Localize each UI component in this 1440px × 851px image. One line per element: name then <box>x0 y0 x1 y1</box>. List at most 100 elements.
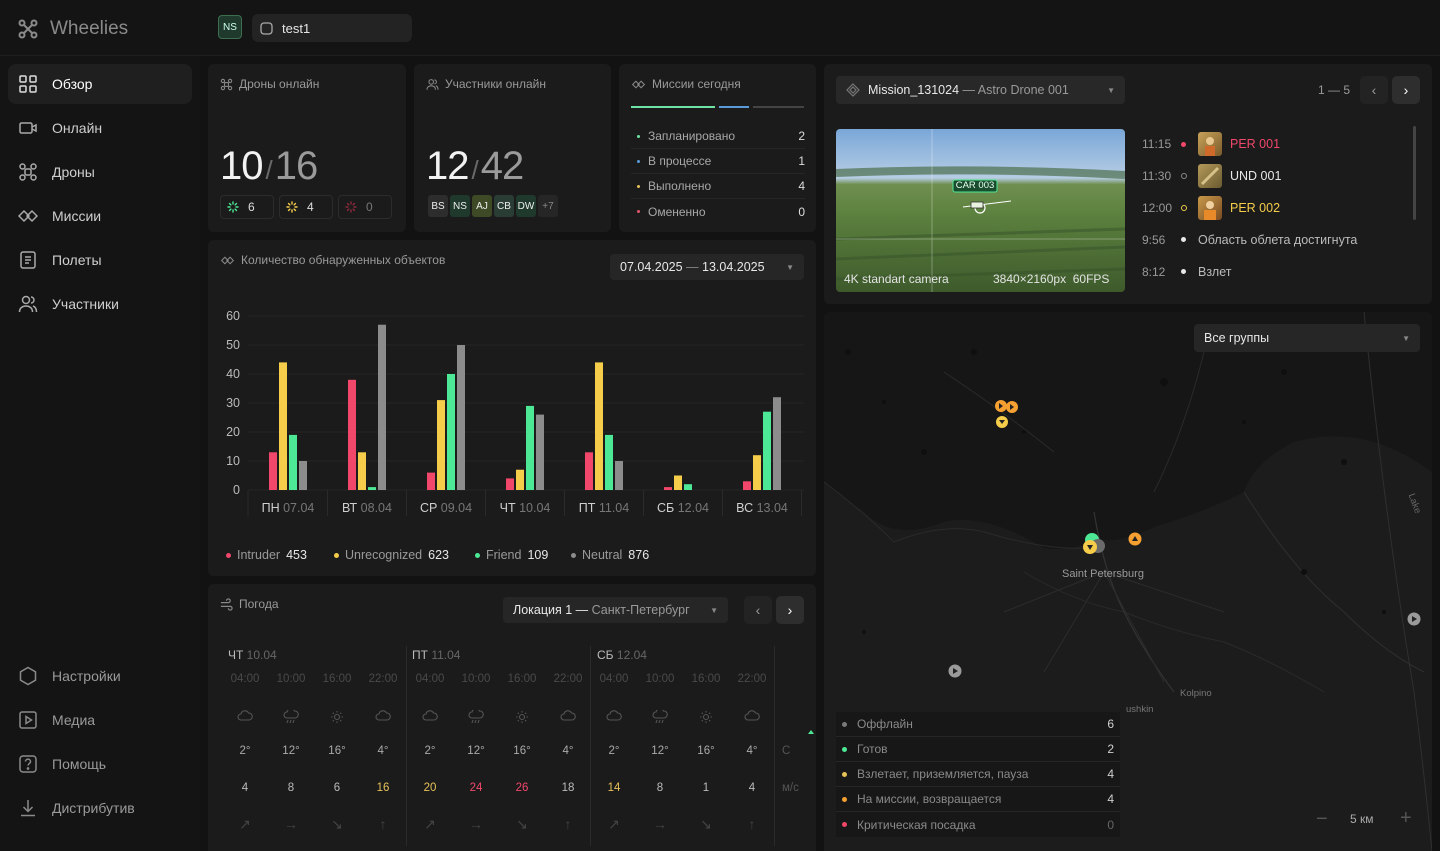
mission-row-running: В процессе 1 <box>631 149 805 174</box>
weather-wind: 8 <box>656 782 664 794</box>
wind-direction-icon: → <box>284 816 298 832</box>
sidebar-item-label: Помощь <box>52 756 107 772</box>
cloud-rain-icon <box>269 710 313 724</box>
weather-temp: 12° <box>651 745 669 757</box>
bar-friend <box>684 484 692 490</box>
avatar-more[interactable]: +7 <box>538 195 558 217</box>
drone-marker-cluster[interactable] <box>1080 532 1114 560</box>
bar-neutral <box>615 461 623 490</box>
event-time: 11:15 <box>1142 137 1172 151</box>
drone-marker[interactable] <box>994 399 1024 429</box>
status-row-on-mission[interactable]: На миссии, возвращается 4 <box>836 787 1120 812</box>
sun-icon <box>500 710 544 724</box>
status-row-offline[interactable]: Оффлайн 6 <box>836 712 1120 737</box>
app-logo[interactable]: Wheelies <box>18 18 128 40</box>
cloud-icon <box>361 710 405 722</box>
drone-marker-offline[interactable] <box>948 664 962 678</box>
weather-next-button[interactable]: › <box>776 596 804 624</box>
drone-marker[interactable] <box>1128 532 1142 546</box>
y-tick-label: 60 <box>226 309 240 323</box>
event-thumbnail[interactable] <box>1198 132 1222 156</box>
sidebar-item-distribution[interactable]: Дистрибутив <box>8 788 192 828</box>
mission-paging: 1 — 5 <box>1318 83 1351 97</box>
sidebar-item-label: Настройки <box>52 668 121 684</box>
weather-prev-button[interactable]: ‹ <box>744 596 772 624</box>
event-thumbnail[interactable] <box>1198 196 1222 220</box>
sidebar-item-settings[interactable]: Настройки <box>8 656 192 696</box>
mission-select[interactable]: Mission_131024 — Astro Drone 001 ▼ <box>836 76 1125 104</box>
detections-card: Количество обнаруженных объектов 07.04.2… <box>208 240 816 576</box>
status-row-ready[interactable]: Готов 2 <box>836 737 1120 762</box>
bar-intruder <box>743 481 751 490</box>
bar-friend <box>605 434 613 490</box>
workspace-badge[interactable]: NS <box>218 15 242 39</box>
event-label[interactable]: PER 001 <box>1230 137 1281 151</box>
sidebar-item-users[interactable]: Участники <box>8 284 192 324</box>
avatar[interactable]: DW <box>516 195 536 217</box>
event-thumbnail[interactable] <box>1198 164 1222 188</box>
bar-intruder <box>585 452 593 490</box>
mission-prev-button[interactable]: ‹ <box>1360 76 1388 104</box>
location-select[interactable]: Локация 1 — Санкт-Петербург ▼ <box>503 597 728 623</box>
workspace-selector[interactable]: test1 <box>252 14 412 42</box>
media-icon <box>18 710 38 730</box>
group-filter-select[interactable]: Все группы ▼ <box>1194 324 1420 352</box>
weather-day-label: ПТ 11.04 <box>412 648 461 662</box>
map-scale: 5 км <box>1350 812 1374 826</box>
wind-direction-icon: → <box>653 816 667 832</box>
legend-intruder[interactable]: Intruder 453 <box>226 548 307 562</box>
weather-time: 10:00 <box>645 673 675 685</box>
wind-direction-icon: ↑ <box>379 816 387 832</box>
zoom-out-button[interactable]: − <box>1316 808 1328 830</box>
weather-temp: 12° <box>282 745 300 757</box>
avatar[interactable]: CB <box>494 195 514 217</box>
event-time: 12:00 <box>1142 201 1173 215</box>
sidebar-item-media[interactable]: Медиа <box>8 700 192 740</box>
chevron-down-icon: ▼ <box>1107 85 1115 95</box>
sidebar-item-overview[interactable]: Обзор <box>8 64 192 104</box>
spinner-green-icon <box>227 201 239 213</box>
legend-unrecognized[interactable]: Unrecognized 623 <box>334 548 449 562</box>
status-row-critical[interactable]: Критическая посадка 0 <box>836 812 1120 837</box>
wind-unit: м/с <box>782 782 799 794</box>
bar-friend <box>447 374 455 490</box>
legend-neutral[interactable]: Neutral 876 <box>571 548 649 562</box>
drone-marker-offline[interactable] <box>1407 612 1421 626</box>
sidebar-item-label: Миссии <box>52 208 102 224</box>
event-time: 9:56 <box>1142 233 1166 247</box>
chevron-down-icon: ▼ <box>786 262 794 272</box>
sidebar-item-help[interactable]: Помощь <box>8 744 192 784</box>
card-title: Миссии сегодня <box>631 77 741 91</box>
video-overlay <box>836 129 1125 292</box>
weather-card: Погода Локация 1 — Санкт-Петербург ▼ ‹ › <box>208 584 816 851</box>
avatar[interactable]: AJ <box>472 195 492 217</box>
timeline-scrollbar[interactable] <box>1413 126 1416 220</box>
chevron-down-icon: ▼ <box>1402 333 1410 343</box>
weather-temp: 4° <box>562 745 574 757</box>
sidebar-item-drones[interactable]: Дроны <box>8 152 192 192</box>
event-label[interactable]: UND 001 <box>1230 169 1282 183</box>
event-dot <box>1181 269 1186 274</box>
avatar[interactable]: NS <box>450 195 470 217</box>
zoom-in-button[interactable]: + <box>1400 807 1412 829</box>
status-row-transition[interactable]: Взлетает, приземляется, пауза 4 <box>836 762 1120 787</box>
avatar[interactable]: BS <box>428 195 448 217</box>
sidebar-item-online[interactable]: Онлайн <box>8 108 192 148</box>
progress-running <box>719 106 749 108</box>
legend-friend[interactable]: Friend 109 <box>475 548 548 562</box>
y-tick-label: 10 <box>226 454 240 468</box>
date-range-select[interactable]: 07.04.2025 — 13.04.2025 ▼ <box>610 254 804 280</box>
bar-intruder <box>269 452 277 490</box>
weather-temp: 16° <box>697 745 715 757</box>
mission-next-button[interactable]: › <box>1392 76 1420 104</box>
weather-wind: 6 <box>333 782 341 794</box>
map-canvas <box>824 312 1432 851</box>
y-tick-label: 50 <box>226 338 240 352</box>
sun-icon <box>684 710 728 724</box>
sidebar-item-flights[interactable]: Полеты <box>8 240 192 280</box>
weather-wind: 4 <box>748 782 756 794</box>
drone-video-feed[interactable]: CAR 003 4K standart camera 3840×2160px 6… <box>836 129 1125 292</box>
sidebar-item-missions[interactable]: Миссии <box>8 196 192 236</box>
mission-row-done: Выполнено 4 <box>631 174 805 199</box>
event-label[interactable]: PER 002 <box>1230 201 1281 215</box>
